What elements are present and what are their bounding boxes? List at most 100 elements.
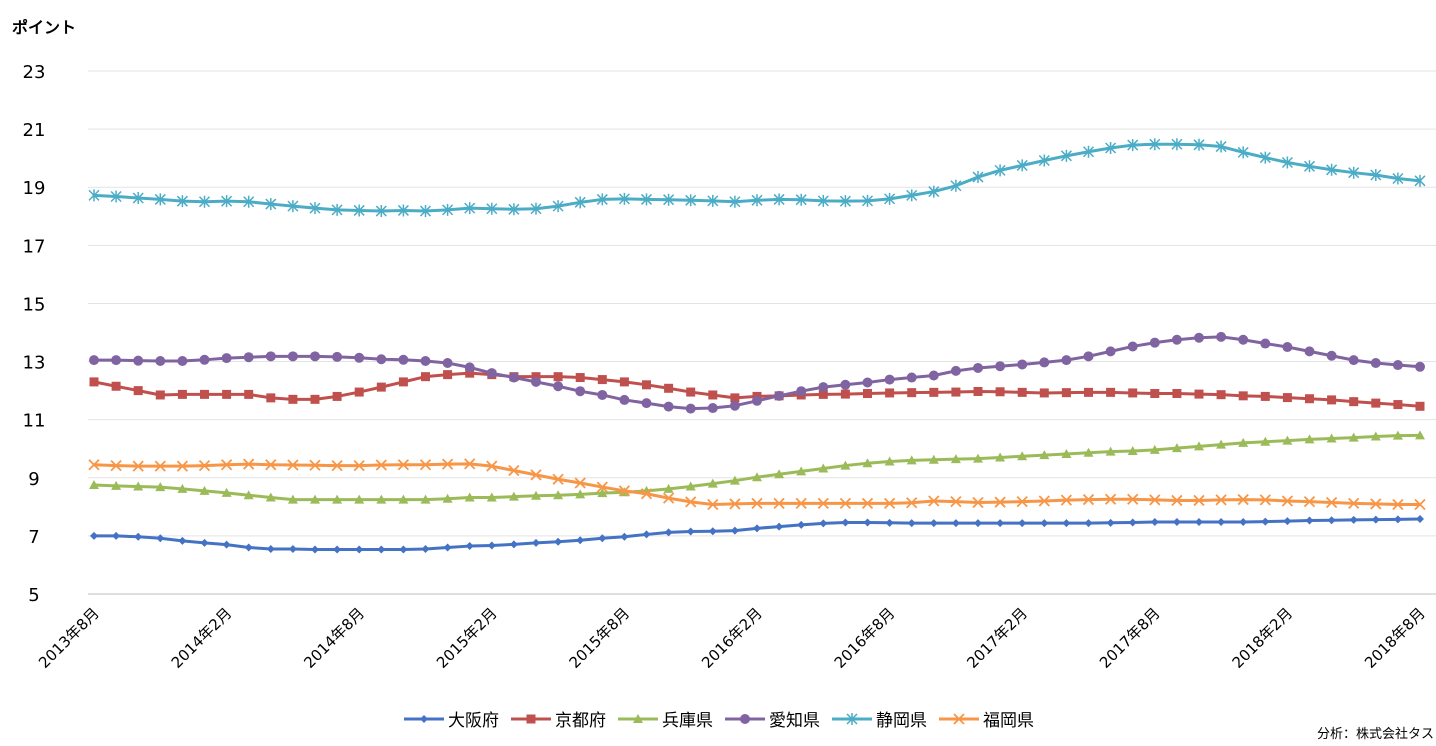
data-point (399, 545, 408, 554)
y-tick-label: 15 (23, 294, 46, 315)
data-point (640, 488, 653, 500)
data-point (464, 458, 476, 470)
data-point (375, 459, 387, 471)
data-point (265, 492, 276, 502)
data-point (1171, 494, 1183, 507)
data-point (1303, 495, 1316, 508)
data-point (841, 518, 850, 527)
data-point (376, 382, 386, 392)
data-point (310, 351, 320, 362)
data-point (576, 536, 585, 545)
data-point (88, 459, 100, 471)
legend: 大阪府 京都府 兵庫県 愛知県 静岡県 福岡県 (0, 706, 1436, 731)
data-point (1370, 358, 1381, 369)
data-point (177, 389, 187, 399)
data-point (376, 354, 387, 365)
data-point (1281, 495, 1294, 507)
data-point (685, 496, 697, 508)
data-point (1392, 430, 1403, 440)
data-point (464, 492, 475, 502)
data-point (662, 492, 675, 504)
data-point (995, 361, 1006, 372)
data-point (309, 202, 321, 215)
data-point (1040, 519, 1049, 528)
data-point (89, 480, 99, 490)
data-point (1260, 338, 1271, 349)
x-tick-label: 2017年8月 (1096, 604, 1164, 672)
data-point (995, 387, 1005, 397)
data-point (885, 518, 894, 527)
data-point (110, 459, 122, 472)
data-point (530, 202, 542, 215)
data-point (155, 482, 166, 492)
data-point (598, 534, 607, 543)
data-point (1416, 515, 1424, 524)
data-point (1105, 346, 1116, 357)
data-point (774, 469, 785, 479)
data-point (840, 460, 851, 470)
data-point (1039, 388, 1049, 398)
data-point (597, 375, 607, 385)
data-point (840, 379, 851, 390)
data-point (220, 459, 233, 471)
data-point (773, 193, 785, 206)
data-point (1393, 400, 1403, 410)
data-point (1038, 495, 1050, 507)
data-point (685, 194, 697, 207)
data-point (1016, 495, 1028, 508)
data-point (707, 194, 719, 207)
data-point (1194, 332, 1204, 343)
data-point (508, 203, 520, 216)
data-point (751, 194, 763, 207)
data-point (221, 487, 232, 497)
data-point (398, 494, 409, 504)
data-point (1106, 387, 1116, 397)
data-point (1149, 444, 1160, 454)
legend-swatch (618, 713, 658, 723)
data-point (508, 491, 519, 501)
data-point (154, 460, 166, 472)
data-point (929, 387, 939, 397)
data-point (1149, 337, 1160, 348)
data-point (332, 494, 343, 504)
data-point (553, 490, 564, 500)
x-tick-label: 2014年2月 (168, 604, 236, 672)
data-point (1106, 518, 1115, 527)
data-point (1039, 450, 1050, 460)
data-point (642, 380, 651, 390)
data-point (265, 198, 277, 211)
data-point (1327, 516, 1336, 525)
series-4 (88, 138, 1426, 218)
data-point (686, 387, 696, 397)
data-point (398, 354, 409, 365)
data-point (907, 388, 917, 398)
data-point (176, 460, 189, 472)
data-point (1415, 361, 1425, 372)
data-point (775, 522, 784, 531)
data-point (222, 389, 232, 399)
data-point (1060, 149, 1072, 162)
data-point (729, 475, 740, 485)
data-point (486, 202, 498, 215)
data-point (686, 527, 695, 536)
data-point (531, 372, 541, 382)
data-point (907, 519, 916, 528)
data-point (421, 544, 430, 553)
data-point (1105, 446, 1116, 456)
data-point (442, 203, 454, 216)
data-point (112, 531, 121, 540)
data-point (618, 485, 631, 497)
data-point (200, 538, 209, 547)
data-point (111, 480, 122, 490)
data-point (465, 542, 474, 551)
data-point (156, 534, 165, 543)
data-point (839, 195, 851, 208)
data-point (1325, 496, 1338, 509)
data-point (619, 394, 630, 405)
data-point (729, 195, 741, 208)
data-point (331, 203, 343, 216)
data-point (1282, 393, 1292, 403)
data-point (840, 389, 850, 399)
data-point (950, 365, 961, 376)
